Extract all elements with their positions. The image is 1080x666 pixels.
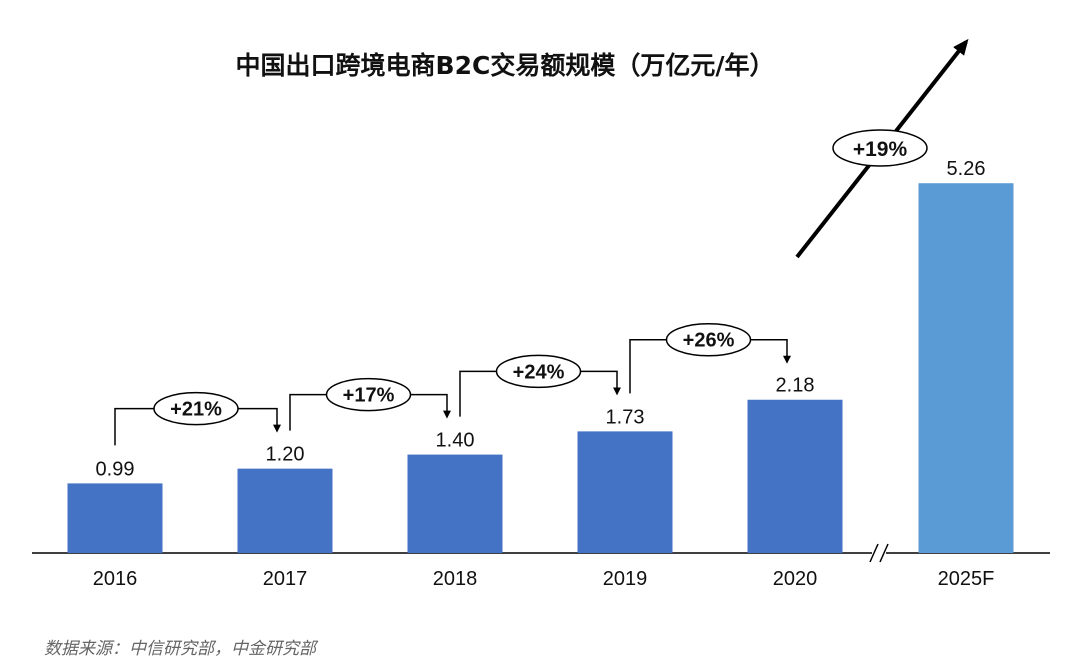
tick-label-2025F: 2025F [938,568,995,590]
axis-break-mark [869,543,879,563]
cagr-label: +19% [853,138,908,161]
tick-label-2019: 2019 [603,568,648,590]
growth-label: +26% [683,330,735,352]
bar-2016 [67,483,163,553]
tick-label-2016: 2016 [93,568,138,590]
cagr-bubble [832,129,928,167]
bar-2018 [407,454,503,553]
bar-2017 [237,468,333,553]
growth-bubble [153,391,239,426]
data-label-2016: 0.99 [96,458,135,480]
chart-title: 中国出口跨境电商B2C交易额规模（万亿元/年） [235,51,775,80]
data-label-2025F: 5.26 [947,158,986,180]
growth-bubble [495,354,582,389]
growth-bubble [665,322,752,357]
growth-label: +17% [343,385,395,407]
axis-break-mark [879,543,889,563]
tick-label-2020: 2020 [773,568,818,590]
bar-2019 [577,431,673,553]
data-label-2020: 2.18 [776,375,815,397]
source-note: 数据来源：中信研究部，中金研究部 [44,639,316,659]
bar-2025F [918,183,1014,554]
data-label-2017: 1.20 [266,444,305,466]
growth-bubble [325,377,412,412]
tick-label-2017: 2017 [263,568,308,590]
data-label-2019: 1.73 [606,406,645,428]
data-label-2018: 1.40 [436,430,475,452]
growth-label: +24% [513,361,565,383]
tick-label-2018: 2018 [433,568,478,590]
bar-2020 [747,399,843,553]
growth-label: +21% [170,399,222,421]
